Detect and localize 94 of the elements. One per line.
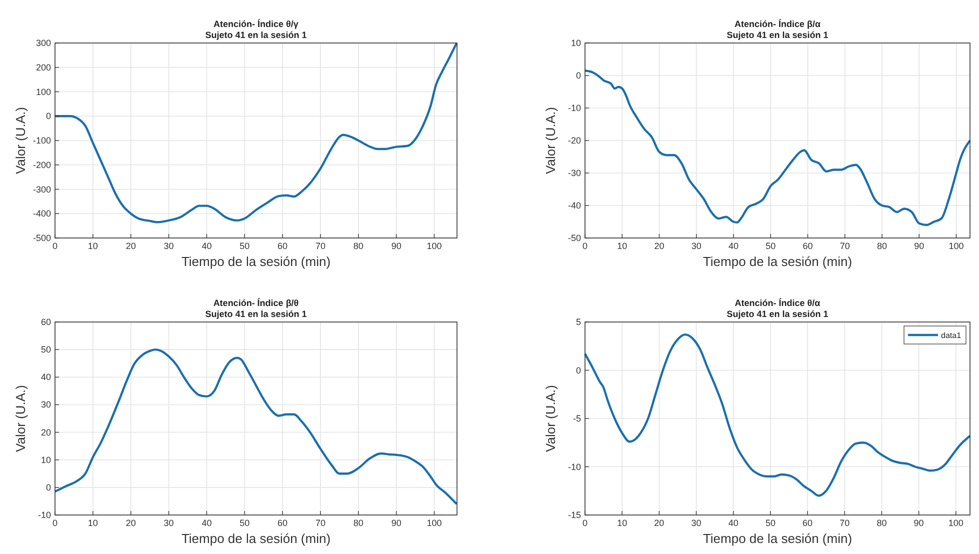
chart-title: Atención- Índice β/α <box>734 19 821 29</box>
x-tick-label: 50 <box>765 518 776 528</box>
y-tick-label: -30 <box>568 168 581 178</box>
x-tick-label: 0 <box>582 241 588 251</box>
line-series <box>54 42 458 224</box>
y-tick-label: 50 <box>40 344 51 355</box>
y-tick-label: -300 <box>32 184 51 194</box>
y-tick-label: 60 <box>40 317 51 327</box>
x-tick-label: 40 <box>202 241 212 251</box>
x-tick-label: 50 <box>240 241 250 251</box>
x-tick-label: 40 <box>728 518 738 528</box>
y-tick-label: 300 <box>36 38 51 48</box>
y-axis-title: Valor (U.A.) <box>543 107 558 174</box>
x-tick-label: 20 <box>654 241 664 251</box>
chart-subtitle: Sujeto 41 en la sesión 1 <box>726 30 828 40</box>
x-tick-label: 30 <box>164 241 174 251</box>
y-tick-label: 0 <box>576 70 581 80</box>
y-tick-label: 20 <box>40 427 51 438</box>
y-tick-label: 0 <box>46 111 51 122</box>
x-tick-label: 20 <box>126 518 136 528</box>
x-tick-label: 60 <box>278 518 288 528</box>
x-tick-label: 0 <box>52 518 58 528</box>
x-tick-label: 50 <box>240 518 250 528</box>
y-tick-label: 5 <box>576 317 581 327</box>
y-tick-label: -200 <box>32 160 51 170</box>
x-tick-label: 60 <box>802 241 813 251</box>
y-tick-label: 0 <box>576 365 581 376</box>
x-tick-label: 70 <box>840 518 850 528</box>
x-tick-label: 60 <box>278 241 288 251</box>
legend-label: data1 <box>941 331 962 340</box>
x-tick-label: 20 <box>126 241 136 251</box>
x-tick-label: 80 <box>353 241 364 251</box>
x-tick-label: 60 <box>802 518 813 528</box>
x-tick-label: 70 <box>840 241 850 251</box>
x-tick-label: 30 <box>164 518 174 528</box>
line-series <box>584 70 972 226</box>
y-tick-label: 100 <box>36 86 51 97</box>
x-axis-title: Tiempo de la sesión (min) <box>702 254 852 269</box>
y-tick-label: 30 <box>40 400 51 410</box>
x-tick-label: 40 <box>202 518 212 528</box>
y-tick-label: 200 <box>36 62 51 72</box>
chart-title: Atención- Índice β/θ <box>213 298 299 308</box>
x-tick-label: 80 <box>877 241 888 251</box>
chart-subtitle: Sujeto 41 en la sesión 1 <box>205 30 307 40</box>
line-series <box>584 333 972 497</box>
y-tick-label: -10 <box>568 103 581 113</box>
x-tick-label: 70 <box>315 241 326 251</box>
x-tick-label: 90 <box>914 241 924 251</box>
y-tick-label: -500 <box>32 233 51 243</box>
y-tick-label: -5 <box>572 414 581 424</box>
x-tick-label: 80 <box>876 518 887 528</box>
chart-subtitle: Sujeto 41 en la sesión 1 <box>205 309 307 319</box>
chart-title: Atención- Índice θ/α <box>734 298 821 308</box>
y-tick-label: -50 <box>568 233 581 243</box>
y-axis-title: Valor (U.A.) <box>13 107 28 174</box>
y-tick-label: 40 <box>40 372 51 382</box>
y-tick-label: 10 <box>40 454 51 465</box>
y-tick-label: -10 <box>568 462 581 472</box>
x-tick-label: 10 <box>617 518 628 528</box>
y-tick-label: -400 <box>32 208 51 219</box>
x-tick-label: 100 <box>948 241 964 251</box>
x-tick-label: 30 <box>691 518 702 528</box>
y-tick-label: 0 <box>46 482 51 492</box>
x-tick-label: 50 <box>766 241 776 251</box>
x-tick-label: 20 <box>654 518 664 528</box>
y-axis-title: Valor (U.A.) <box>543 385 558 452</box>
line-series <box>54 348 458 506</box>
x-tick-label: 80 <box>353 518 364 528</box>
x-tick-label: 40 <box>728 241 739 251</box>
x-axis-title: Tiempo de la sesión (min) <box>181 531 331 546</box>
y-axis-title: Valor (U.A.) <box>13 385 28 452</box>
y-tick-label: -100 <box>32 136 51 146</box>
x-tick-label: 30 <box>691 241 702 251</box>
y-tick-label: -40 <box>568 200 581 210</box>
x-tick-label: 90 <box>391 241 402 251</box>
x-axis-title: Tiempo de la sesión (min) <box>702 531 852 546</box>
x-tick-label: 100 <box>948 518 964 528</box>
x-tick-label: 0 <box>582 518 588 528</box>
x-tick-label: 10 <box>88 518 98 528</box>
x-tick-label: 100 <box>426 518 442 528</box>
y-tick-label: -10 <box>38 510 51 520</box>
x-tick-label: 70 <box>315 518 326 528</box>
y-tick-label: -15 <box>568 510 581 520</box>
chart-title: Atención- Índice θ/γ <box>214 19 298 29</box>
x-tick-label: 10 <box>88 241 98 251</box>
x-axis-title: Tiempo de la sesión (min) <box>181 254 331 269</box>
x-tick-label: 90 <box>391 518 402 528</box>
x-tick-label: 100 <box>426 241 442 251</box>
y-tick-label: -20 <box>568 136 581 146</box>
x-tick-label: 10 <box>617 241 628 251</box>
chart-subtitle: Sujeto 41 en la sesión 1 <box>726 309 828 319</box>
x-tick-label: 0 <box>52 241 58 251</box>
y-tick-label: 10 <box>570 38 581 48</box>
x-tick-label: 90 <box>914 518 924 528</box>
